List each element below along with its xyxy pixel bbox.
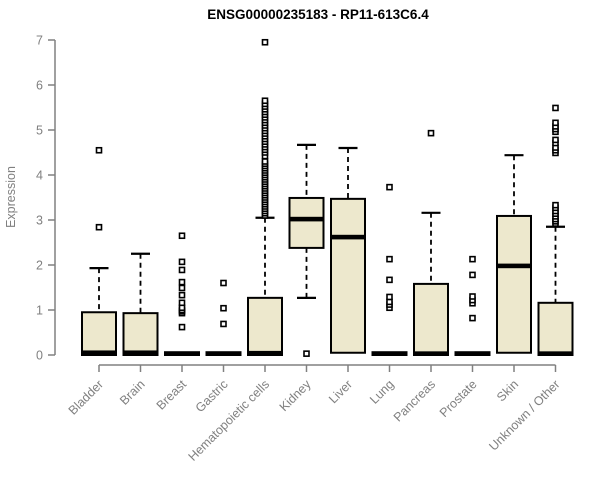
outlier-point: [178, 232, 186, 240]
outlier-point: [220, 304, 227, 312]
iqr-box: [81, 311, 117, 356]
outlier-point: [386, 183, 393, 191]
outlier-point: [261, 158, 269, 165]
median-line: [371, 351, 408, 356]
box-group-prostate: [454, 255, 491, 356]
outlier-point: [178, 323, 186, 331]
outlier-point: [552, 201, 559, 209]
outlier-point: [95, 223, 103, 231]
outlier-point: [178, 278, 186, 286]
iqr-box: [496, 214, 532, 354]
iqr-box: [288, 196, 325, 249]
x-category-label: Skin: [494, 377, 521, 404]
x-category-label: Pancreas: [391, 377, 438, 424]
outlier-point: [178, 284, 186, 292]
plot-area: [81, 38, 574, 357]
outlier-point: [386, 255, 393, 263]
box-group-breast: [164, 232, 200, 356]
x-category-label: Hematopoietic cells: [186, 377, 273, 464]
outlier-point: [552, 119, 559, 127]
box-group-unknown-other: [537, 104, 574, 356]
x-category-label: Brain: [117, 377, 148, 408]
iqr-box: [330, 197, 366, 354]
median-line: [122, 350, 159, 356]
iqr-box: [413, 282, 449, 356]
y-tick-label: 6: [36, 79, 43, 93]
y-tick-label: 0: [36, 349, 43, 363]
x-category-label: Prostate: [437, 377, 480, 420]
y-axis-label: Expression: [4, 166, 18, 228]
box-group-kidney: [288, 143, 325, 357]
y-tick-label: 7: [36, 34, 43, 48]
median-line: [413, 351, 449, 356]
x-category-label: Breast: [154, 377, 190, 413]
outlier-point: [178, 291, 186, 299]
outlier-point: [220, 279, 227, 287]
x-category-label: Unknown / Other: [486, 377, 562, 453]
box-group-pancreas: [413, 129, 449, 356]
iqr-box: [247, 296, 283, 357]
outlier-point: [469, 293, 476, 300]
median-line: [205, 351, 242, 356]
outlier-point: [386, 293, 393, 301]
outlier-point: [469, 255, 476, 263]
x-category-label: Gastric: [193, 377, 231, 415]
y-tick-label: 2: [36, 259, 43, 273]
median-line: [330, 234, 366, 240]
outlier-point: [261, 38, 269, 46]
outlier-point: [178, 258, 186, 266]
x-category-label: Lung: [367, 377, 397, 407]
outlier-point: [95, 146, 103, 154]
median-line: [454, 351, 491, 356]
outlier-point: [261, 97, 269, 105]
outlier-point: [386, 276, 393, 284]
outlier-point: [427, 129, 435, 137]
box-group-hematopoietic-cells: [247, 38, 283, 357]
median-line: [496, 263, 532, 269]
box-group-brain: [122, 252, 159, 356]
median-line: [537, 351, 574, 356]
iqr-box: [122, 312, 159, 356]
box-group-lung: [371, 183, 408, 356]
box-group-gastric: [205, 279, 242, 356]
outlier-point: [178, 266, 186, 274]
median-line: [288, 216, 325, 222]
median-line: [247, 350, 283, 356]
y-tick-label: 5: [36, 124, 43, 138]
x-category-label: Kidney: [277, 377, 314, 414]
y-tick-label: 4: [36, 169, 43, 183]
box-group-liver: [330, 146, 366, 354]
y-tick-label: 1: [36, 304, 43, 318]
y-tick-label: 3: [36, 214, 43, 228]
x-category-label: Bladder: [66, 377, 106, 417]
outlier-point: [469, 271, 476, 279]
outlier-point: [552, 136, 559, 144]
x-category-label: Liver: [326, 377, 355, 406]
median-line: [81, 350, 117, 356]
outlier-point: [178, 299, 186, 307]
chart-title: ENSG00000235183 - RP11-613C6.4: [207, 7, 429, 22]
outlier-point: [469, 314, 476, 322]
box-group-bladder: [81, 146, 117, 356]
iqr-box: [537, 301, 574, 356]
box-group-skin: [496, 154, 532, 354]
outlier-point: [220, 320, 227, 328]
outlier-point: [552, 104, 559, 112]
outlier-point: [303, 350, 310, 357]
median-line: [164, 351, 200, 356]
